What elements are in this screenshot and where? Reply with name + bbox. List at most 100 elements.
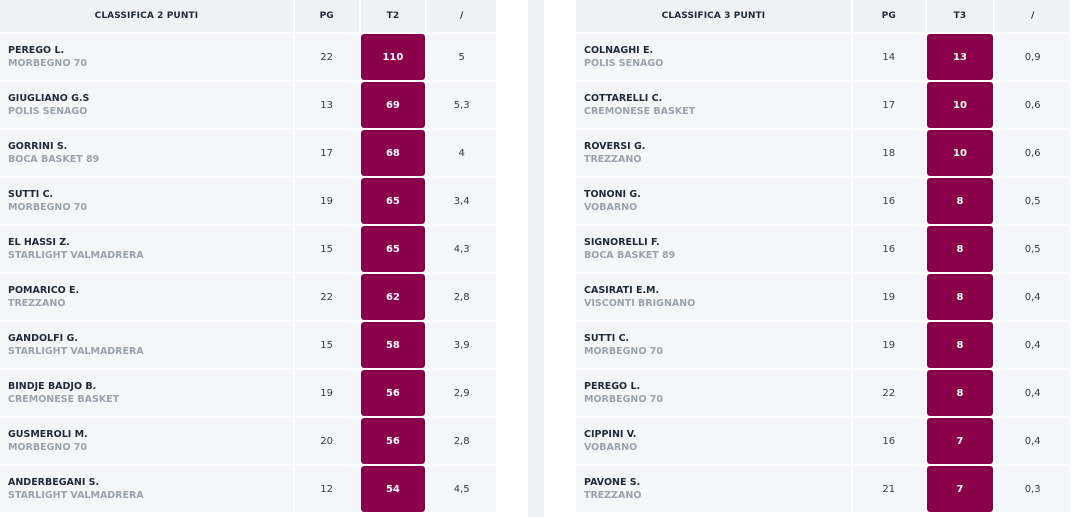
team-name[interactable]: TREZZANO: [8, 297, 66, 309]
player-cell[interactable]: COTTARELLI C. CREMONESE BASKET: [576, 82, 851, 128]
player-name[interactable]: PEREGO L.: [584, 380, 641, 392]
ratio-cell: 5: [427, 34, 496, 80]
stat-value-cell: 65: [360, 178, 426, 224]
player-name[interactable]: GORRINI S.: [8, 140, 68, 152]
player-name[interactable]: COLNAGHI E.: [584, 44, 654, 56]
player-cell[interactable]: POMARICO E. TREZZANO: [0, 274, 293, 320]
team-name[interactable]: POLIS SENAGO: [8, 105, 88, 117]
table-row[interactable]: SUTTI C. MORBEGNO 70 19 8 0,4: [576, 322, 1070, 368]
team-name[interactable]: CREMONESE BASKET: [8, 393, 120, 405]
player-cell[interactable]: ANDERBEGANI S. STARLIGHT VALMADRERA: [0, 466, 293, 512]
team-name[interactable]: BOCA BASKET 89: [584, 249, 676, 261]
ratio-cell: 0,5: [995, 226, 1070, 272]
table-row[interactable]: GORRINI S. BOCA BASKET 89 17 68 4: [0, 130, 496, 176]
team-name[interactable]: VOBARNO: [584, 441, 638, 453]
team-name[interactable]: CREMONESE BASKET: [584, 105, 696, 117]
player-name[interactable]: ANDERBEGANI S.: [8, 476, 100, 488]
player-cell[interactable]: PAVONE S. TREZZANO: [576, 466, 851, 512]
table-row[interactable]: EL HASSI Z. STARLIGHT VALMADRERA 15 65 4,3: [0, 226, 496, 272]
table-row[interactable]: TONONI G. VOBARNO 16 8 0,5: [576, 178, 1070, 224]
player-cell[interactable]: SUTTI C. MORBEGNO 70: [0, 178, 293, 224]
table-row[interactable]: CIPPINI V. VOBARNO 16 7 0,4: [576, 418, 1070, 464]
player-name[interactable]: GUSMEROLI M.: [8, 428, 88, 440]
table-row[interactable]: COLNAGHI E. POLIS SENAGO 14 13 0,9: [576, 34, 1070, 80]
player-name[interactable]: GIUGLIANO G.S: [8, 92, 90, 104]
games-played-cell: 14: [852, 34, 925, 80]
player-name[interactable]: SUTTI C.: [584, 332, 630, 344]
player-cell[interactable]: GIUGLIANO G.S POLIS SENAGO: [0, 82, 293, 128]
player-name[interactable]: GANDOLFI G.: [8, 332, 78, 344]
team-name[interactable]: STARLIGHT VALMADRERA: [8, 345, 144, 357]
table-row[interactable]: ROVERSI G. TREZZANO 18 10 0,6: [576, 130, 1070, 176]
team-name[interactable]: MORBEGNO 70: [8, 201, 87, 213]
ratio-cell: 4,5: [427, 466, 496, 512]
stat-value-cell: 56: [360, 370, 426, 416]
player-cell[interactable]: BINDJE BADJO B. CREMONESE BASKET: [0, 370, 293, 416]
player-cell[interactable]: TONONI G. VOBARNO: [576, 178, 851, 224]
games-played-cell: 19: [294, 178, 359, 224]
stat-value-cell: 8: [926, 226, 994, 272]
player-name[interactable]: SIGNORELLI F.: [584, 236, 660, 248]
team-name[interactable]: STARLIGHT VALMADRERA: [8, 249, 144, 261]
player-name[interactable]: PAVONE S.: [584, 476, 641, 488]
team-name[interactable]: POLIS SENAGO: [584, 57, 664, 69]
player-name[interactable]: TONONI G.: [584, 188, 641, 200]
games-played-cell: 22: [294, 34, 359, 80]
player-cell[interactable]: GORRINI S. BOCA BASKET 89: [0, 130, 293, 176]
player-cell[interactable]: SIGNORELLI F. BOCA BASKET 89: [576, 226, 851, 272]
games-played-cell: 17: [294, 130, 359, 176]
ratio-cell: 0,5: [995, 178, 1070, 224]
player-name[interactable]: COTTARELLI C.: [584, 92, 663, 104]
player-name[interactable]: SUTTI C.: [8, 188, 54, 200]
player-name[interactable]: BINDJE BADJO B.: [8, 380, 97, 392]
player-cell[interactable]: PEREGO L. MORBEGNO 70: [576, 370, 851, 416]
player-name[interactable]: ROVERSI G.: [584, 140, 646, 152]
games-played-cell: 22: [294, 274, 359, 320]
table-row[interactable]: SUTTI C. MORBEGNO 70 19 65 3,4: [0, 178, 496, 224]
team-name[interactable]: STARLIGHT VALMADRERA: [8, 489, 144, 501]
player-name[interactable]: POMARICO E.: [8, 284, 80, 296]
player-cell[interactable]: SUTTI C. MORBEGNO 70: [576, 322, 851, 368]
player-name[interactable]: CASIRATI E.M.: [584, 284, 660, 296]
table-row[interactable]: PEREGO L. MORBEGNO 70 22 110 5: [0, 34, 496, 80]
player-cell[interactable]: GUSMEROLI M. MORBEGNO 70: [0, 418, 293, 464]
table-row[interactable]: CASIRATI E.M. VISCONTI BRIGNANO 19 8 0,4: [576, 274, 1070, 320]
column-header-stat: T2: [360, 0, 426, 32]
games-played-cell: 15: [294, 322, 359, 368]
player-cell[interactable]: CIPPINI V. VOBARNO: [576, 418, 851, 464]
table-row[interactable]: ANDERBEGANI S. STARLIGHT VALMADRERA 12 54 4,…: [0, 466, 496, 512]
player-name[interactable]: EL HASSI Z.: [8, 236, 70, 248]
table-row[interactable]: GANDOLFI G. STARLIGHT VALMADRERA 15 58 3,9: [0, 322, 496, 368]
player-name[interactable]: PEREGO L.: [8, 44, 65, 56]
table-row[interactable]: PEREGO L. MORBEGNO 70 22 8 0,4: [576, 370, 1070, 416]
table-row[interactable]: BINDJE BADJO B. CREMONESE BASKET 19 56 2,9: [0, 370, 496, 416]
team-name[interactable]: MORBEGNO 70: [584, 393, 663, 405]
team-name[interactable]: MORBEGNO 70: [8, 57, 87, 69]
three-point-table-body: COLNAGHI E. POLIS SENAGO 14 13 0,9 COTTARELLI…: [576, 34, 1070, 512]
team-name[interactable]: VOBARNO: [584, 201, 638, 213]
player-cell[interactable]: COLNAGHI E. POLIS SENAGO: [576, 34, 851, 80]
team-name[interactable]: VISCONTI BRIGNANO: [584, 297, 696, 309]
table-row[interactable]: GIUGLIANO G.S POLIS SENAGO 13 69 5,3: [0, 82, 496, 128]
player-cell[interactable]: GANDOLFI G. STARLIGHT VALMADRERA: [0, 322, 293, 368]
player-cell[interactable]: PEREGO L. MORBEGNO 70: [0, 34, 293, 80]
team-name[interactable]: BOCA BASKET 89: [8, 153, 100, 165]
team-name[interactable]: MORBEGNO 70: [584, 345, 663, 357]
column-header-leaderboard: CLASSIFICA 3 PUNTI: [576, 0, 851, 32]
table-row[interactable]: PAVONE S. TREZZANO 21 7 0,3: [576, 466, 1070, 512]
player-cell[interactable]: ROVERSI G. TREZZANO: [576, 130, 851, 176]
stat-value-cell: 65: [360, 226, 426, 272]
ratio-cell: 2,9: [427, 370, 496, 416]
team-name[interactable]: TREZZANO: [584, 153, 642, 165]
team-name[interactable]: TREZZANO: [584, 489, 642, 501]
player-cell[interactable]: EL HASSI Z. STARLIGHT VALMADRERA: [0, 226, 293, 272]
stat-value-cell: 58: [360, 322, 426, 368]
table-row[interactable]: COTTARELLI C. CREMONESE BASKET 17 10 0,6: [576, 82, 1070, 128]
table-row[interactable]: GUSMEROLI M. MORBEGNO 70 20 56 2,8: [0, 418, 496, 464]
player-name[interactable]: CIPPINI V.: [584, 428, 637, 440]
player-cell[interactable]: CASIRATI E.M. VISCONTI BRIGNANO: [576, 274, 851, 320]
two-point-leaderboard: CLASSIFICA 2 PUNTI PG T2 / PEREGO L. MORB…: [0, 0, 498, 517]
team-name[interactable]: MORBEGNO 70: [8, 441, 87, 453]
table-row[interactable]: SIGNORELLI F. BOCA BASKET 89 16 8 0,5: [576, 226, 1070, 272]
table-row[interactable]: POMARICO E. TREZZANO 22 62 2,8: [0, 274, 496, 320]
